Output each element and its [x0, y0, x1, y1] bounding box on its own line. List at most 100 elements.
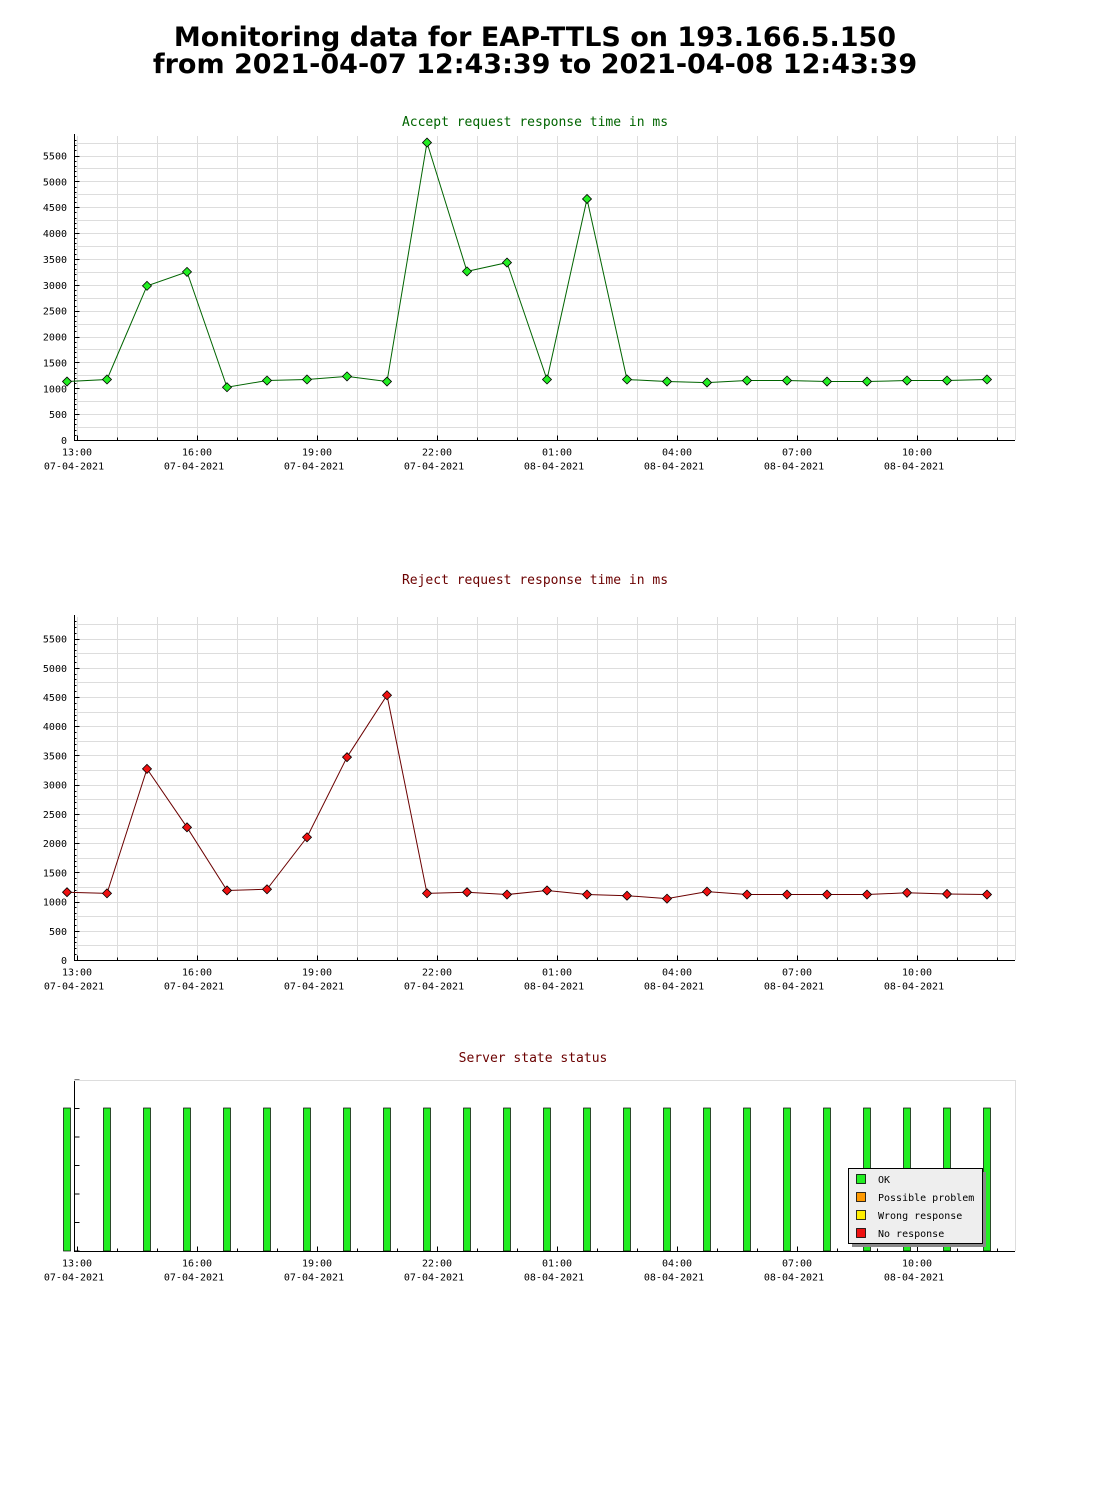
status-bar	[783, 1107, 791, 1252]
legend-label: Wrong response	[878, 1211, 962, 1222]
x-tick-time: 10:00	[902, 968, 932, 979]
accept-data-point	[901, 375, 913, 386]
y-tick-label: 500	[49, 927, 67, 938]
y-tick-label: 2000	[43, 333, 67, 344]
x-tick-date: 07-04-2021	[284, 1273, 344, 1284]
reject-data-point	[901, 887, 913, 898]
x-tick-time: 01:00	[542, 448, 572, 459]
legend-label: Possible problem	[878, 1193, 974, 1204]
legend-label: OK	[878, 1175, 890, 1186]
x-tick-date: 07-04-2021	[284, 982, 344, 993]
y-tick-label: 1000	[43, 384, 67, 395]
y-tick-label: 3500	[43, 255, 67, 266]
accept-data-point	[261, 375, 273, 386]
status-bar	[463, 1107, 471, 1252]
page-title-line2: from 2021-04-07 12:43:39 to 2021-04-08 1…	[152, 49, 918, 80]
x-tick-date: 08-04-2021	[524, 462, 584, 473]
status-bar	[383, 1107, 391, 1252]
reject-data-point	[621, 890, 633, 901]
accept-data-point	[861, 376, 873, 387]
reject-data-point	[781, 889, 793, 900]
accept-data-point	[141, 280, 153, 291]
reject-data-point	[61, 887, 73, 898]
legend-label: No response	[878, 1229, 944, 1240]
x-tick-time: 19:00	[302, 968, 332, 979]
x-tick-date: 07-04-2021	[284, 462, 344, 473]
status-bar	[623, 1107, 631, 1252]
x-tick-date: 07-04-2021	[164, 982, 224, 993]
reject-data-point	[581, 889, 593, 900]
status-bar	[263, 1107, 271, 1252]
accept-data-point	[421, 137, 433, 148]
x-tick-date: 07-04-2021	[164, 1273, 224, 1284]
y-tick-label: 0	[61, 956, 67, 967]
x-tick-date: 08-04-2021	[764, 982, 824, 993]
status-bar	[303, 1107, 311, 1252]
reject-data-point	[101, 888, 113, 899]
accept-data-point	[581, 193, 593, 205]
x-tick-date: 08-04-2021	[644, 462, 704, 473]
reject-data-point	[261, 884, 273, 895]
y-tick-label: 3000	[43, 781, 67, 792]
x-tick-time: 19:00	[302, 448, 332, 459]
legend-swatch	[856, 1228, 866, 1238]
accept-data-point	[941, 375, 953, 386]
status-bar	[663, 1107, 671, 1252]
accept-data-point	[821, 376, 833, 387]
accept-data-point	[301, 374, 313, 385]
x-tick-time: 22:00	[422, 1259, 452, 1270]
reject-data-point	[341, 752, 353, 763]
accept-data-point	[661, 376, 673, 387]
x-tick-date: 07-04-2021	[404, 982, 464, 993]
x-tick-date: 07-04-2021	[164, 462, 224, 473]
y-tick-label: 500	[49, 410, 67, 421]
reject-data-point	[541, 885, 553, 896]
reject-data-point	[141, 763, 153, 774]
x-tick-time: 01:00	[542, 1259, 572, 1270]
accept-data-point	[381, 376, 393, 387]
reject-series-line	[66, 693, 988, 900]
x-tick-date: 07-04-2021	[404, 462, 464, 473]
x-tick-time: 04:00	[662, 448, 692, 459]
x-tick-time: 13:00	[62, 968, 92, 979]
x-tick-date: 08-04-2021	[764, 1273, 824, 1284]
y-tick-label: 4000	[43, 722, 67, 733]
reject-data-point	[741, 889, 753, 900]
x-tick-time: 10:00	[902, 1259, 932, 1270]
y-tick-label: 4500	[43, 693, 67, 704]
accept-chart: Accept request response time in ms 0 500 10…	[43, 115, 1016, 473]
legend-box	[848, 1168, 983, 1244]
reject-chart-title: Reject request response time in ms	[402, 573, 668, 588]
status-bar	[543, 1107, 551, 1252]
y-tick-label: 1000	[43, 898, 67, 909]
reject-data-point	[221, 885, 233, 896]
x-tick-time: 19:00	[302, 1259, 332, 1270]
accept-data-point	[981, 374, 993, 385]
reject-data-point	[421, 888, 433, 899]
status-legend: OK Possible problem Wrong response No respo…	[848, 1168, 986, 1247]
x-tick-date: 08-04-2021	[884, 462, 944, 473]
status-bar	[423, 1107, 431, 1252]
x-tick-time: 16:00	[182, 1259, 212, 1270]
x-tick-date: 07-04-2021	[44, 462, 104, 473]
reject-data-point	[981, 889, 993, 900]
status-bar	[63, 1107, 71, 1252]
reject-data-point	[461, 887, 473, 898]
x-tick-time: 07:00	[782, 1259, 812, 1270]
y-tick-label: 3000	[43, 281, 67, 292]
x-tick-time: 16:00	[182, 448, 212, 459]
status-bar	[343, 1107, 351, 1252]
x-tick-date: 07-04-2021	[44, 982, 104, 993]
reject-data-point	[941, 888, 953, 900]
x-tick-date: 08-04-2021	[644, 982, 704, 993]
x-tick-time: 04:00	[662, 968, 692, 979]
x-tick-date: 08-04-2021	[884, 1273, 944, 1284]
x-tick-time: 22:00	[422, 448, 452, 459]
x-tick-time: 04:00	[662, 1259, 692, 1270]
x-tick-date: 08-04-2021	[524, 982, 584, 993]
accept-data-point	[221, 382, 233, 393]
legend-swatch	[856, 1174, 866, 1184]
x-tick-time: 16:00	[182, 968, 212, 979]
accept-data-point	[701, 377, 713, 388]
reject-data-point	[661, 893, 673, 904]
